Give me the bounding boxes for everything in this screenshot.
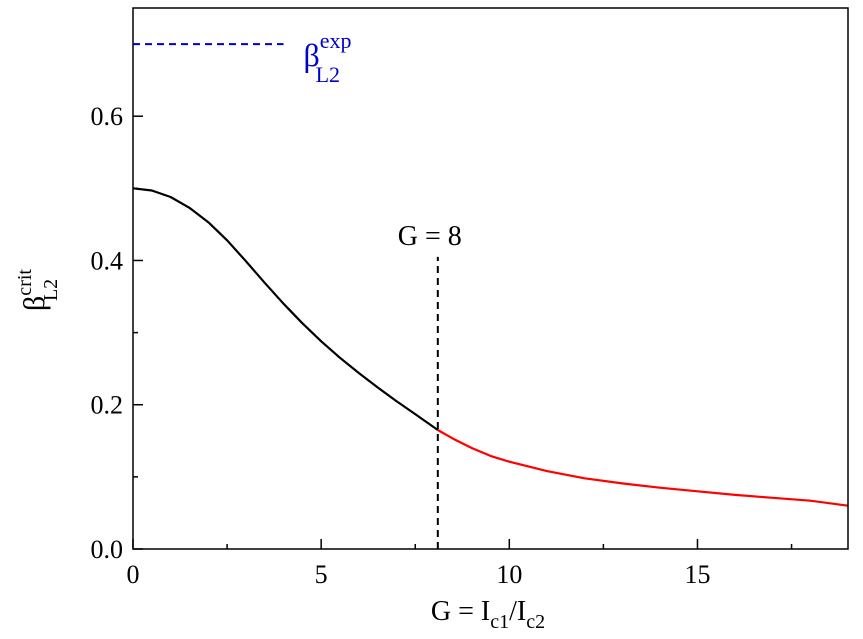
threshold-label: G = 8 (398, 221, 462, 252)
plot-frame (132, 7, 849, 550)
plot-area-border (132, 7, 849, 550)
x-axis-label-sub1: c1 (490, 611, 509, 633)
legend-label-sup: exp (320, 28, 352, 53)
annotations: G = 8 βexp L2 (133, 28, 462, 549)
x-tick-label: 5 (315, 560, 328, 589)
x-tick-label: 15 (684, 560, 710, 589)
series-line-2 (437, 429, 849, 507)
x-axis-label-main: G = I (431, 596, 490, 627)
x-tick-label: 0 (127, 560, 140, 589)
legend-label: βexp L2 (304, 28, 352, 87)
x-tick-label: 10 (496, 560, 522, 589)
y-tick-label: 0.2 (91, 391, 124, 420)
data-series (132, 187, 849, 507)
y-tick-label: 0.4 (91, 246, 124, 275)
x-axis-label-mid: /I (509, 596, 526, 627)
y-axis-label-main: β (18, 296, 51, 311)
y-tick-label: 0.0 (91, 535, 124, 564)
x-axis-label-sub2: c2 (526, 611, 545, 633)
legend-label-main: β (304, 37, 320, 73)
y-tick-label: 0.6 (91, 102, 124, 131)
axis-ticks: 0 5 10 15 0.0 0.2 0.4 0.6 (91, 43, 793, 589)
y-axis-label: βcrit L2 (14, 269, 62, 311)
series-line-1 (132, 187, 439, 431)
y-axis-label-sup: crit (14, 269, 36, 296)
y-axis-label-sub: L2 (40, 279, 62, 301)
x-axis-label: G = Ic1/Ic2 (431, 596, 545, 633)
legend-label-sub: L2 (316, 62, 340, 87)
